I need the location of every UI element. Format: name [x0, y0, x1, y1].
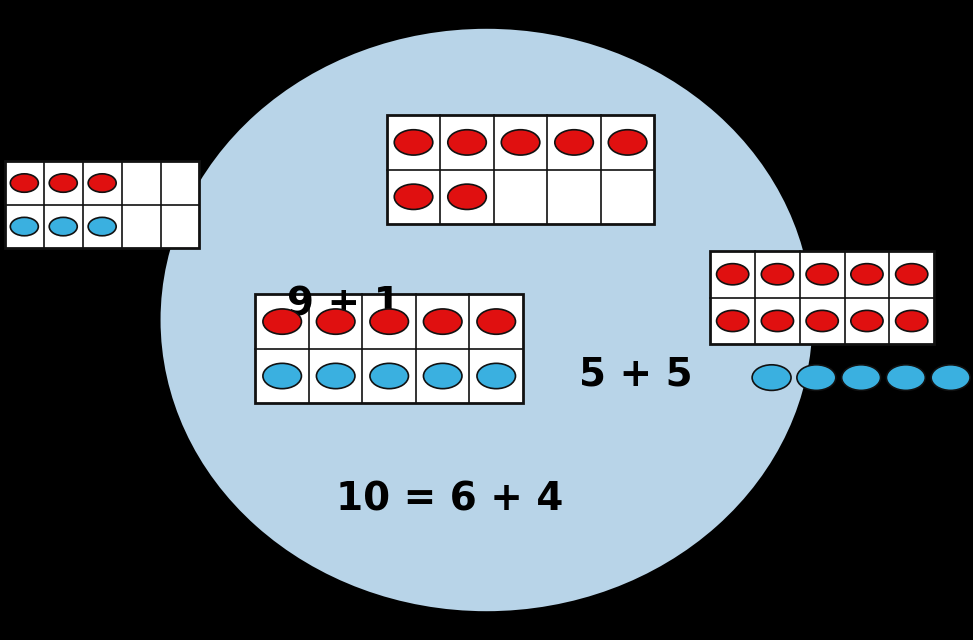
Text: 5 + 5: 5 + 5: [579, 355, 693, 394]
Circle shape: [370, 309, 409, 334]
Circle shape: [263, 309, 302, 334]
Circle shape: [370, 364, 409, 388]
Circle shape: [316, 364, 355, 388]
Circle shape: [448, 130, 486, 155]
Circle shape: [11, 174, 38, 192]
Circle shape: [761, 264, 794, 285]
Circle shape: [716, 310, 749, 332]
Circle shape: [501, 130, 540, 155]
Bar: [255, 294, 523, 403]
Circle shape: [806, 310, 839, 332]
Circle shape: [931, 365, 970, 390]
Ellipse shape: [161, 29, 812, 611]
Circle shape: [752, 365, 791, 390]
Circle shape: [850, 264, 883, 285]
Circle shape: [423, 364, 462, 388]
Circle shape: [895, 310, 928, 332]
Circle shape: [50, 174, 77, 192]
Circle shape: [842, 365, 881, 390]
Circle shape: [50, 218, 77, 236]
Circle shape: [89, 174, 116, 192]
Text: 9 + 1: 9 + 1: [287, 285, 401, 323]
Circle shape: [477, 364, 516, 388]
Bar: [387, 115, 655, 224]
Bar: [710, 251, 934, 344]
Circle shape: [555, 130, 594, 155]
Circle shape: [608, 130, 647, 155]
Circle shape: [895, 264, 928, 285]
Circle shape: [263, 364, 302, 388]
Circle shape: [806, 264, 839, 285]
Bar: [5, 161, 199, 248]
Circle shape: [477, 309, 516, 334]
Circle shape: [850, 310, 883, 332]
Circle shape: [797, 365, 836, 390]
Circle shape: [11, 218, 38, 236]
Circle shape: [316, 309, 355, 334]
Circle shape: [394, 184, 433, 209]
Text: 10 = 6 + 4: 10 = 6 + 4: [336, 480, 563, 518]
Circle shape: [448, 184, 486, 209]
Circle shape: [394, 130, 433, 155]
Circle shape: [716, 264, 749, 285]
Circle shape: [886, 365, 925, 390]
Circle shape: [423, 309, 462, 334]
Circle shape: [761, 310, 794, 332]
Circle shape: [89, 218, 116, 236]
